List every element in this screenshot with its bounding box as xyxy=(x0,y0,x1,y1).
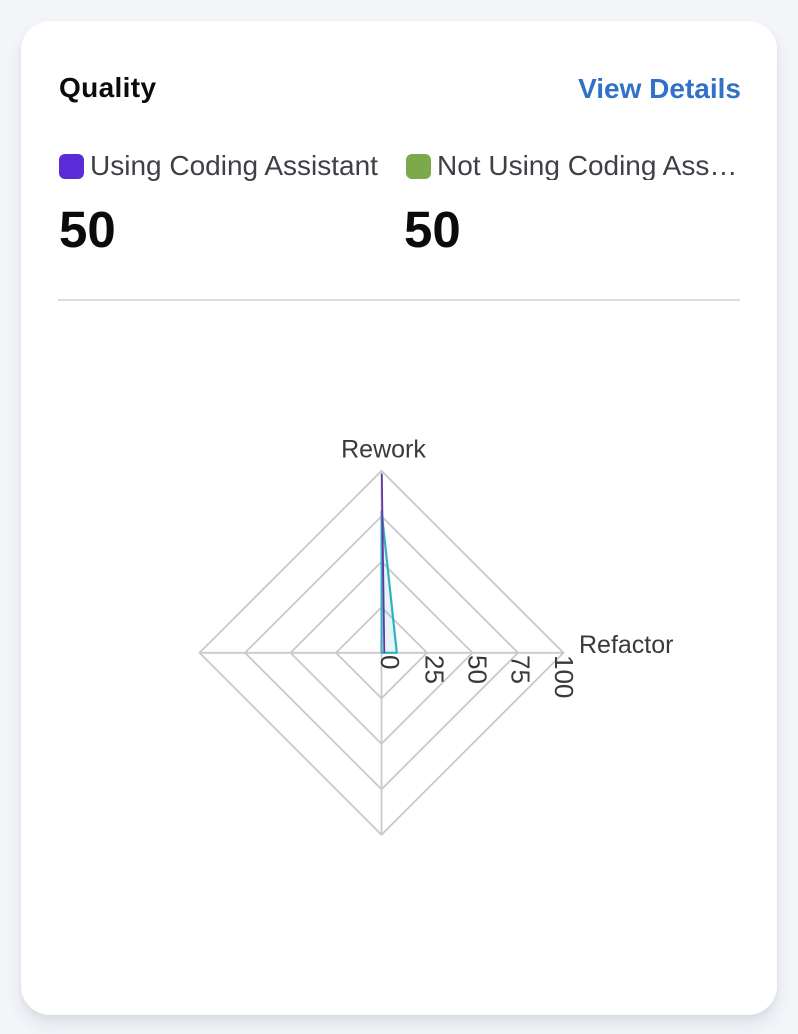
svg-text:Rework: Rework xyxy=(341,436,426,464)
svg-text:Refactor: Refactor xyxy=(579,631,673,659)
svg-text:100: 100 xyxy=(549,655,579,698)
svg-text:75: 75 xyxy=(506,655,536,684)
svg-text:0: 0 xyxy=(375,655,405,669)
svg-text:50: 50 xyxy=(463,655,493,684)
svg-text:25: 25 xyxy=(419,655,449,684)
